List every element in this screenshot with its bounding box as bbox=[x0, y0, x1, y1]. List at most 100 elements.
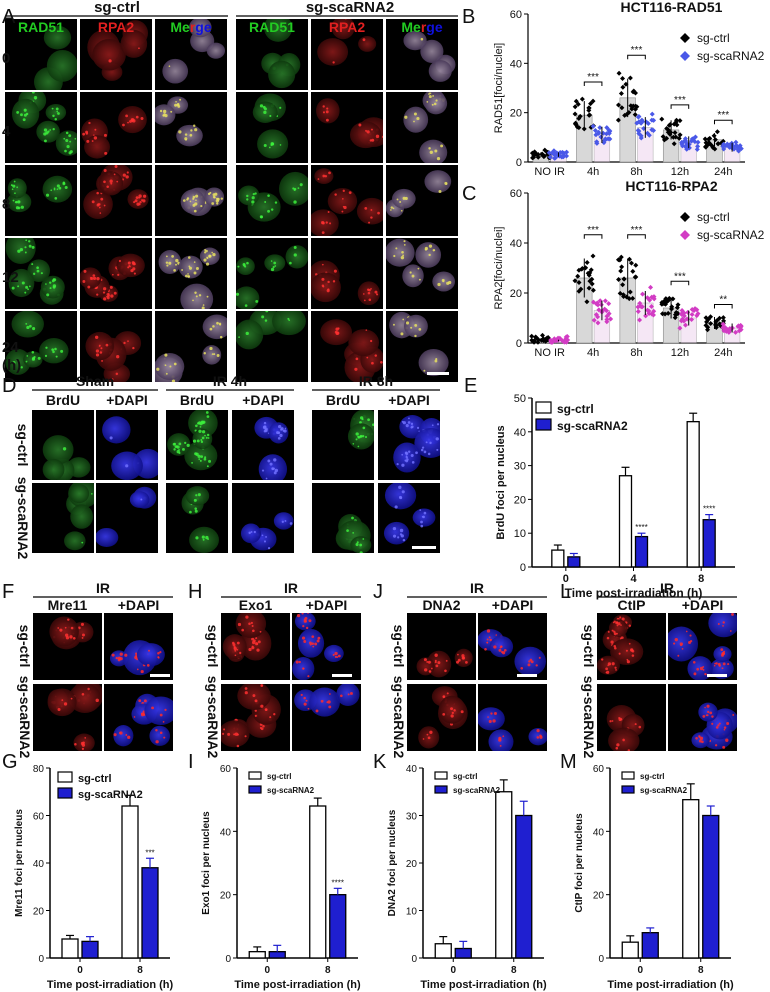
panel-letter-a: A bbox=[2, 6, 16, 28]
focus bbox=[49, 281, 52, 284]
focus bbox=[252, 192, 255, 196]
focus bbox=[405, 424, 409, 428]
data-point bbox=[603, 308, 609, 314]
column-label: BrdU bbox=[326, 392, 360, 408]
focus bbox=[236, 641, 240, 645]
focus bbox=[486, 641, 489, 644]
focus bbox=[252, 694, 256, 698]
y-tick-label: 0 bbox=[516, 338, 522, 350]
focus bbox=[68, 134, 72, 138]
data-point bbox=[638, 135, 644, 141]
data-point bbox=[616, 70, 622, 76]
focus bbox=[357, 436, 360, 439]
panel-a-tile bbox=[5, 311, 77, 382]
data-point bbox=[618, 254, 624, 260]
focus bbox=[201, 436, 205, 440]
focus bbox=[362, 538, 365, 540]
significance-label: *** bbox=[587, 225, 599, 236]
focus bbox=[613, 645, 617, 648]
focus bbox=[618, 717, 622, 722]
focus bbox=[334, 651, 338, 656]
focus bbox=[102, 291, 106, 294]
data-point bbox=[564, 149, 570, 155]
focus bbox=[110, 294, 114, 298]
y-tick-label: 10 bbox=[514, 528, 526, 540]
focus bbox=[530, 660, 534, 664]
focus bbox=[314, 642, 318, 646]
data-point bbox=[633, 274, 639, 280]
focus bbox=[320, 699, 324, 703]
bar bbox=[567, 556, 581, 568]
focus bbox=[209, 327, 213, 331]
focus bbox=[140, 116, 144, 120]
focus bbox=[61, 699, 64, 702]
focus bbox=[359, 551, 363, 553]
cells bbox=[606, 705, 645, 751]
data-point bbox=[665, 310, 671, 316]
focus bbox=[685, 630, 688, 633]
focus bbox=[188, 265, 191, 268]
focus bbox=[140, 498, 143, 501]
cells bbox=[320, 319, 383, 382]
focus bbox=[103, 169, 107, 173]
cells bbox=[87, 20, 149, 81]
y-tick-label: 10 bbox=[406, 907, 418, 918]
focus bbox=[269, 716, 272, 719]
merge-letter: e bbox=[413, 19, 421, 35]
focus bbox=[377, 211, 380, 215]
focus bbox=[99, 212, 102, 214]
data-point bbox=[672, 312, 678, 318]
focus bbox=[66, 145, 70, 149]
y-tick-label: 30 bbox=[406, 812, 418, 823]
focus bbox=[701, 740, 704, 744]
focus bbox=[720, 648, 724, 652]
focus bbox=[198, 294, 202, 297]
legend-swatch bbox=[535, 401, 552, 414]
data-point bbox=[551, 150, 557, 156]
focus bbox=[82, 132, 86, 136]
data-point bbox=[596, 130, 602, 136]
nucleus bbox=[317, 38, 349, 66]
focus bbox=[288, 319, 291, 322]
column-label: CtIP bbox=[618, 597, 646, 613]
column-label: Mre11 bbox=[48, 597, 88, 613]
data-point bbox=[649, 111, 655, 117]
focus bbox=[325, 221, 328, 224]
nucleus bbox=[43, 25, 72, 50]
focus bbox=[411, 461, 415, 464]
focus bbox=[22, 118, 26, 122]
focus bbox=[499, 744, 502, 747]
nucleus bbox=[285, 245, 308, 269]
focus bbox=[328, 171, 331, 175]
focus bbox=[205, 249, 208, 253]
focus bbox=[433, 102, 437, 106]
focus bbox=[24, 246, 27, 249]
focus bbox=[673, 642, 676, 645]
focus bbox=[159, 109, 163, 113]
legend-swatch bbox=[434, 771, 448, 780]
focus bbox=[254, 714, 257, 717]
nucleus bbox=[42, 458, 65, 480]
focus bbox=[33, 272, 36, 275]
focus bbox=[205, 411, 209, 414]
focus bbox=[442, 712, 446, 716]
column-label: +DAPI bbox=[388, 392, 430, 408]
focus bbox=[60, 349, 64, 353]
focus bbox=[53, 187, 56, 190]
focus bbox=[274, 265, 277, 267]
y-axis-label: RPA2[foci/nuclei] bbox=[493, 227, 505, 310]
scale-bar bbox=[150, 674, 170, 677]
focus bbox=[711, 722, 714, 725]
merge-letter: r bbox=[421, 19, 427, 35]
focus bbox=[714, 662, 716, 665]
row-label: 8 bbox=[2, 196, 10, 213]
focus bbox=[303, 696, 306, 700]
data-point bbox=[689, 317, 695, 323]
focus bbox=[713, 664, 716, 667]
data-point bbox=[674, 122, 680, 128]
data-point bbox=[695, 143, 701, 149]
focus bbox=[111, 653, 115, 657]
focus bbox=[252, 629, 255, 633]
focus bbox=[12, 199, 15, 202]
